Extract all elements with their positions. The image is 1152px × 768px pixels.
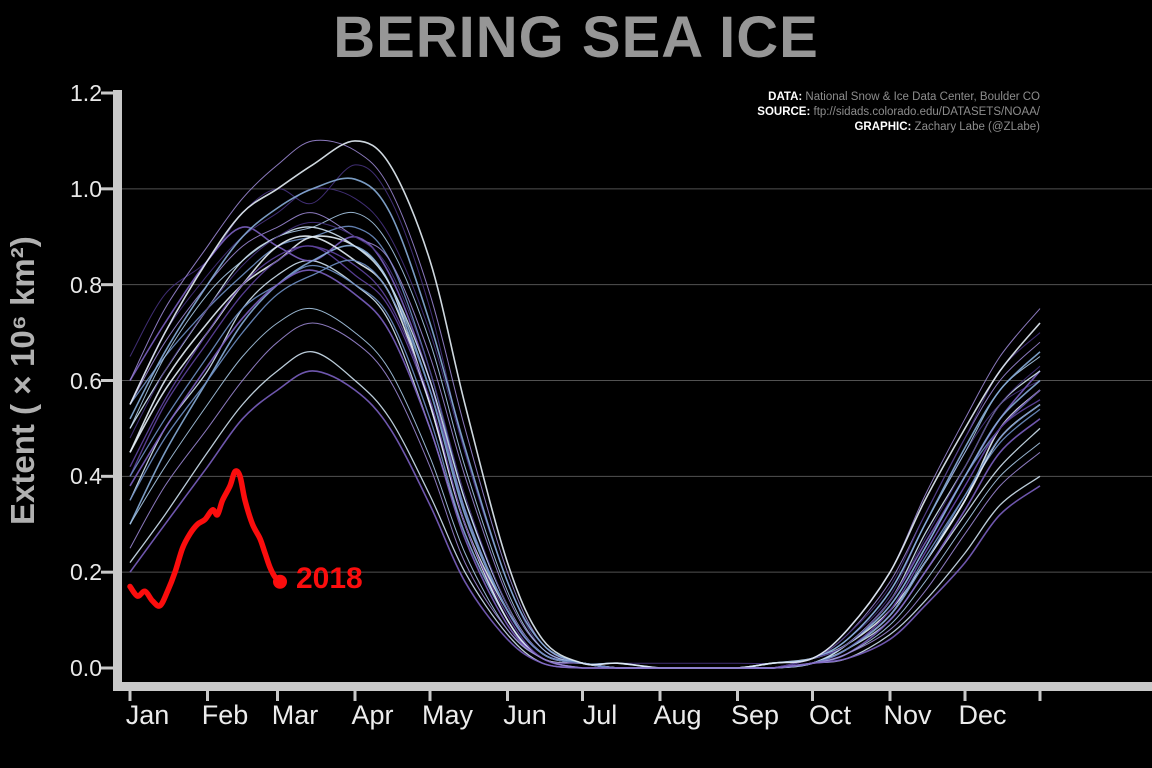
history-line xyxy=(129,212,1041,669)
x-tick-label: Dec xyxy=(958,700,1007,730)
y-tick-mark xyxy=(101,91,113,95)
history-line xyxy=(129,264,1041,669)
x-tick-label: Nov xyxy=(883,700,932,730)
y-tick-label: 0.8 xyxy=(70,271,102,298)
chart-title: BERING SEA ICE xyxy=(333,5,819,70)
x-tick-mark xyxy=(128,691,132,701)
x-tick-label: Jul xyxy=(582,700,618,730)
history-line xyxy=(129,322,1041,669)
y-tick-label: 1.2 xyxy=(70,80,102,106)
x-tick-label: Mar xyxy=(271,700,319,730)
history-line xyxy=(129,140,1041,669)
highlight-year-label: 2018 xyxy=(296,561,363,595)
y-tick-mark xyxy=(101,187,113,191)
x-tick-label: Jan xyxy=(125,700,170,730)
x-tick-label: Aug xyxy=(653,700,702,730)
y-tick-mark xyxy=(101,474,113,478)
y-tick-label: 0.2 xyxy=(70,559,102,586)
x-tick-mark xyxy=(506,691,509,701)
history-line xyxy=(129,351,1041,669)
x-tick-label: Apr xyxy=(351,700,394,730)
y-tick-label: 1.0 xyxy=(70,175,102,202)
x-tick-label: Feb xyxy=(201,700,249,730)
credit-line-data: DATA: National Snow & Ice Data Center, B… xyxy=(757,90,1040,105)
credit-text: Zachary Labe (@ZLabe) xyxy=(911,121,1040,133)
y-tick-mark xyxy=(101,666,113,670)
x-tick-mark xyxy=(206,691,209,701)
y-tick-label: 0.4 xyxy=(70,463,102,490)
x-tick-label: Oct xyxy=(808,700,851,730)
history-line xyxy=(129,269,1041,669)
y-tick-mark xyxy=(101,570,113,574)
x-tick-label: May xyxy=(421,700,473,730)
highlight-line-2018 xyxy=(127,468,283,609)
history-line xyxy=(129,177,1041,669)
highlight-endpoint-dot xyxy=(273,574,287,589)
history-line xyxy=(129,164,1041,665)
y-tick-label: 0.0 xyxy=(70,655,102,681)
y-tick-label: 0.6 xyxy=(70,367,102,394)
x-tick-label: Jun xyxy=(503,700,547,730)
history-line xyxy=(129,259,1041,669)
credit-text: National Snow & Ice Data Center, Boulder… xyxy=(802,91,1040,103)
history-line xyxy=(129,259,1041,669)
history-line xyxy=(129,221,1041,669)
credit-label: DATA: xyxy=(768,91,803,103)
credit-label: SOURCE: xyxy=(757,106,811,118)
x-tick-mark xyxy=(888,691,892,701)
credit-label: GRAPHIC: xyxy=(854,121,912,133)
x-tick-mark xyxy=(353,691,357,701)
history-line xyxy=(129,245,1041,669)
x-tick-mark xyxy=(1038,691,1042,701)
y-axis-bar xyxy=(113,90,122,691)
credits-block: DATA: National Snow & Ice Data Center, B… xyxy=(757,90,1040,135)
y-tick-mark xyxy=(101,379,113,382)
x-tick-mark xyxy=(963,691,967,701)
history-line xyxy=(129,211,1041,669)
y-tick-mark xyxy=(101,283,113,287)
credit-line-source: SOURCE: ftp://sidads.colorado.edu/DATASE… xyxy=(757,105,1040,120)
credit-text: ftp://sidads.colorado.edu/DATASETS/NOAA/ xyxy=(810,106,1041,118)
x-tick-label: Sep xyxy=(730,700,780,730)
x-tick-mark xyxy=(811,691,814,701)
x-axis-bar xyxy=(113,682,1152,691)
x-tick-mark xyxy=(581,691,584,701)
x-tick-mark xyxy=(736,691,739,701)
history-line xyxy=(129,370,1041,669)
history-line xyxy=(129,307,1041,669)
x-tick-mark xyxy=(658,691,662,701)
credit-line-graphic: GRAPHIC: Zachary Labe (@ZLabe) xyxy=(757,120,1040,135)
x-tick-mark xyxy=(428,691,432,701)
x-tick-mark xyxy=(276,691,279,701)
